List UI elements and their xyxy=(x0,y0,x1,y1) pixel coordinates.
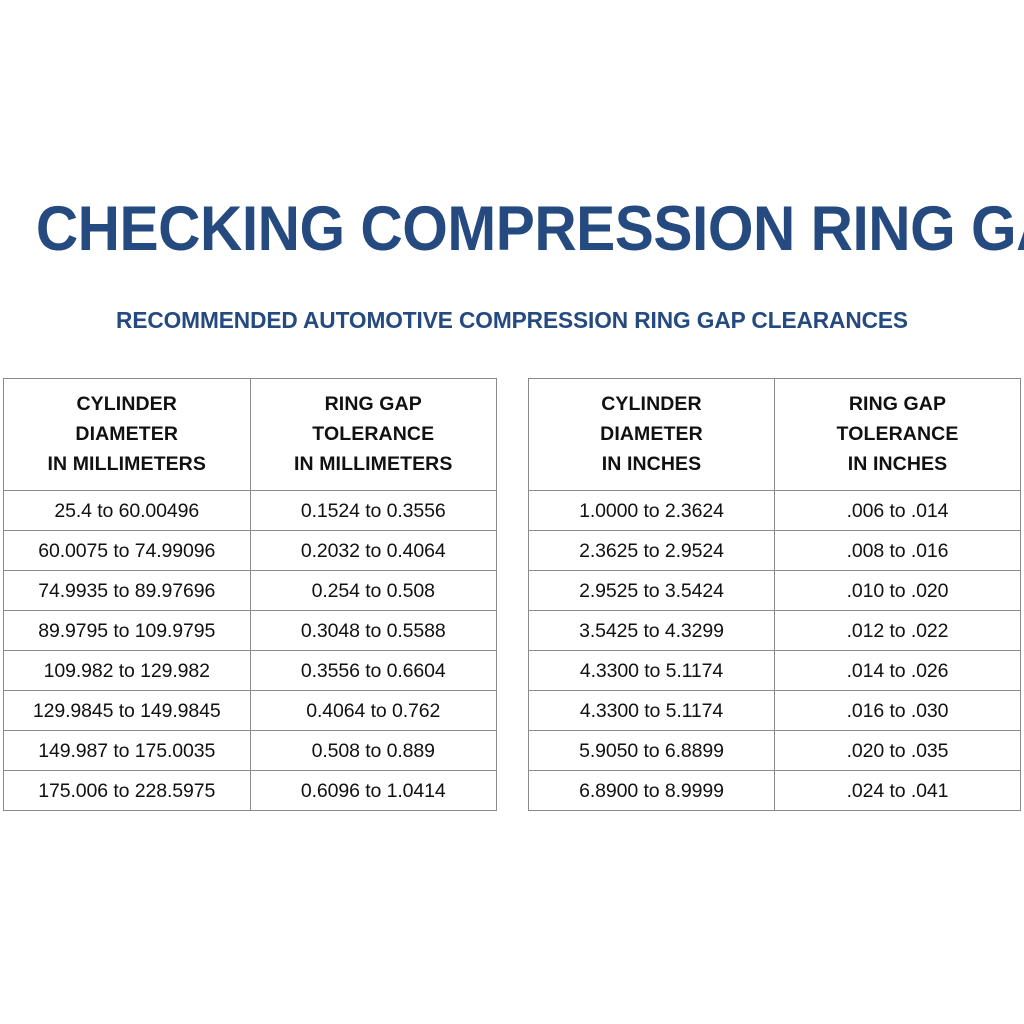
cell-diameter: 175.006 to 228.5975 xyxy=(3,770,251,811)
cell-tolerance: .012 to .022 xyxy=(774,610,1021,651)
metric-table-container: CYLINDER DIAMETER IN MILLIMETERS RING GA… xyxy=(3,378,497,811)
table-row: 74.9935 to 89.97696 0.254 to 0.508 xyxy=(3,570,497,611)
cell-tolerance: .010 to .020 xyxy=(774,570,1021,611)
imperial-diameter-header: CYLINDER DIAMETER IN INCHES xyxy=(528,378,775,491)
table-row: 6.8900 to 8.9999 .024 to .041 xyxy=(528,770,1021,811)
table-row: 4.3300 to 5.1174 .014 to .026 xyxy=(528,650,1021,691)
table-row: 25.4 to 60.00496 0.1524 to 0.3556 xyxy=(3,490,497,531)
cell-tolerance: 0.2032 to 0.4064 xyxy=(249,530,497,571)
header-line-2: TOLERANCE xyxy=(312,423,435,445)
table-row: 129.9845 to 149.9845 0.4064 to 0.762 xyxy=(3,690,497,731)
cell-tolerance: .008 to .016 xyxy=(774,530,1021,571)
imperial-table-head: CYLINDER DIAMETER IN INCHES RING GAP TOL… xyxy=(528,378,1021,491)
table-header-row: CYLINDER DIAMETER IN MILLIMETERS RING GA… xyxy=(3,378,497,491)
cell-tolerance: 0.3048 to 0.5588 xyxy=(249,610,497,651)
cell-diameter: 25.4 to 60.00496 xyxy=(3,490,251,531)
imperial-table-container: CYLINDER DIAMETER IN INCHES RING GAP TOL… xyxy=(528,378,1021,811)
header-line-1: CYLINDER xyxy=(601,393,702,415)
table-row: 3.5425 to 4.3299 .012 to .022 xyxy=(528,610,1021,651)
table-row: 4.3300 to 5.1174 .016 to .030 xyxy=(528,690,1021,731)
imperial-tolerance-header: RING GAP TOLERANCE IN INCHES xyxy=(774,378,1021,491)
table-row: 2.9525 to 3.5424 .010 to .020 xyxy=(528,570,1021,611)
header-line-2: DIAMETER xyxy=(75,423,179,445)
table-row: 60.0075 to 74.99096 0.2032 to 0.4064 xyxy=(3,530,497,571)
cell-diameter: 129.9845 to 149.9845 xyxy=(3,690,251,731)
header-line-3: IN INCHES xyxy=(847,453,948,475)
header-line-1: CYLINDER xyxy=(76,393,177,415)
table-row: 149.987 to 175.0035 0.508 to 0.889 xyxy=(3,730,497,771)
metric-table-head: CYLINDER DIAMETER IN MILLIMETERS RING GA… xyxy=(3,378,497,491)
imperial-table: CYLINDER DIAMETER IN INCHES RING GAP TOL… xyxy=(528,378,1021,811)
header-line-1: RING GAP xyxy=(848,393,947,415)
page-subtitle: RECOMMENDED AUTOMOTIVE COMPRESSION RING … xyxy=(116,307,908,333)
cell-tolerance: 0.1524 to 0.3556 xyxy=(249,490,497,531)
cell-tolerance: 0.4064 to 0.762 xyxy=(249,690,497,731)
title-block: CHECKING COMPRESSION RING GAPS RECOMMEND… xyxy=(0,194,1024,333)
header-line-1: RING GAP xyxy=(324,393,422,415)
cell-tolerance: 0.3556 to 0.6604 xyxy=(249,650,497,691)
cell-diameter: 109.982 to 129.982 xyxy=(3,650,251,691)
metric-table: CYLINDER DIAMETER IN MILLIMETERS RING GA… xyxy=(3,378,497,811)
cell-diameter: 74.9935 to 89.97696 xyxy=(3,570,251,611)
table-row: 5.9050 to 6.8899 .020 to .035 xyxy=(528,730,1021,771)
cell-tolerance: .006 to .014 xyxy=(774,490,1021,531)
cell-tolerance: 0.508 to 0.889 xyxy=(249,730,497,771)
table-row: 109.982 to 129.982 0.3556 to 0.6604 xyxy=(3,650,497,691)
header-line-2: TOLERANCE xyxy=(836,423,959,445)
cell-diameter: 60.0075 to 74.99096 xyxy=(3,530,251,571)
header-line-3: IN INCHES xyxy=(601,453,702,475)
table-row: 175.006 to 228.5975 0.6096 to 1.0414 xyxy=(3,770,497,811)
cell-diameter: 4.3300 to 5.1174 xyxy=(528,650,775,691)
header-line-3: IN MILLIMETERS xyxy=(47,453,206,475)
cell-tolerance: .014 to .026 xyxy=(774,650,1021,691)
cell-tolerance: .020 to .035 xyxy=(774,730,1021,771)
metric-diameter-header: CYLINDER DIAMETER IN MILLIMETERS xyxy=(3,378,251,491)
imperial-table-body: 1.0000 to 2.3624 .006 to .014 2.3625 to … xyxy=(528,490,1021,811)
cell-tolerance: 0.254 to 0.508 xyxy=(249,570,497,611)
cell-diameter: 2.9525 to 3.5424 xyxy=(528,570,775,611)
header-line-2: DIAMETER xyxy=(600,423,703,445)
cell-diameter: 4.3300 to 5.1174 xyxy=(528,690,775,731)
cell-diameter: 3.5425 to 4.3299 xyxy=(528,610,775,651)
cell-tolerance: .016 to .030 xyxy=(774,690,1021,731)
table-row: 2.3625 to 2.9524 .008 to .016 xyxy=(528,530,1021,571)
cell-diameter: 1.0000 to 2.3624 xyxy=(528,490,775,531)
table-header-row: CYLINDER DIAMETER IN INCHES RING GAP TOL… xyxy=(528,378,1021,491)
page-title: CHECKING COMPRESSION RING GAPS xyxy=(35,194,1024,264)
cell-diameter: 2.3625 to 2.9524 xyxy=(528,530,775,571)
metric-tolerance-header: RING GAP TOLERANCE IN MILLIMETERS xyxy=(249,378,497,491)
metric-table-body: 25.4 to 60.00496 0.1524 to 0.3556 60.007… xyxy=(3,490,497,811)
cell-diameter: 5.9050 to 6.8899 xyxy=(528,730,775,771)
table-row: 89.9795 to 109.9795 0.3048 to 0.5588 xyxy=(3,610,497,651)
cell-diameter: 89.9795 to 109.9795 xyxy=(3,610,251,651)
cell-diameter: 149.987 to 175.0035 xyxy=(3,730,251,771)
cell-tolerance: .024 to .041 xyxy=(774,770,1021,811)
table-row: 1.0000 to 2.3624 .006 to .014 xyxy=(528,490,1021,531)
header-line-3: IN MILLIMETERS xyxy=(294,453,453,475)
cell-tolerance: 0.6096 to 1.0414 xyxy=(249,770,497,811)
cell-diameter: 6.8900 to 8.9999 xyxy=(528,770,775,811)
